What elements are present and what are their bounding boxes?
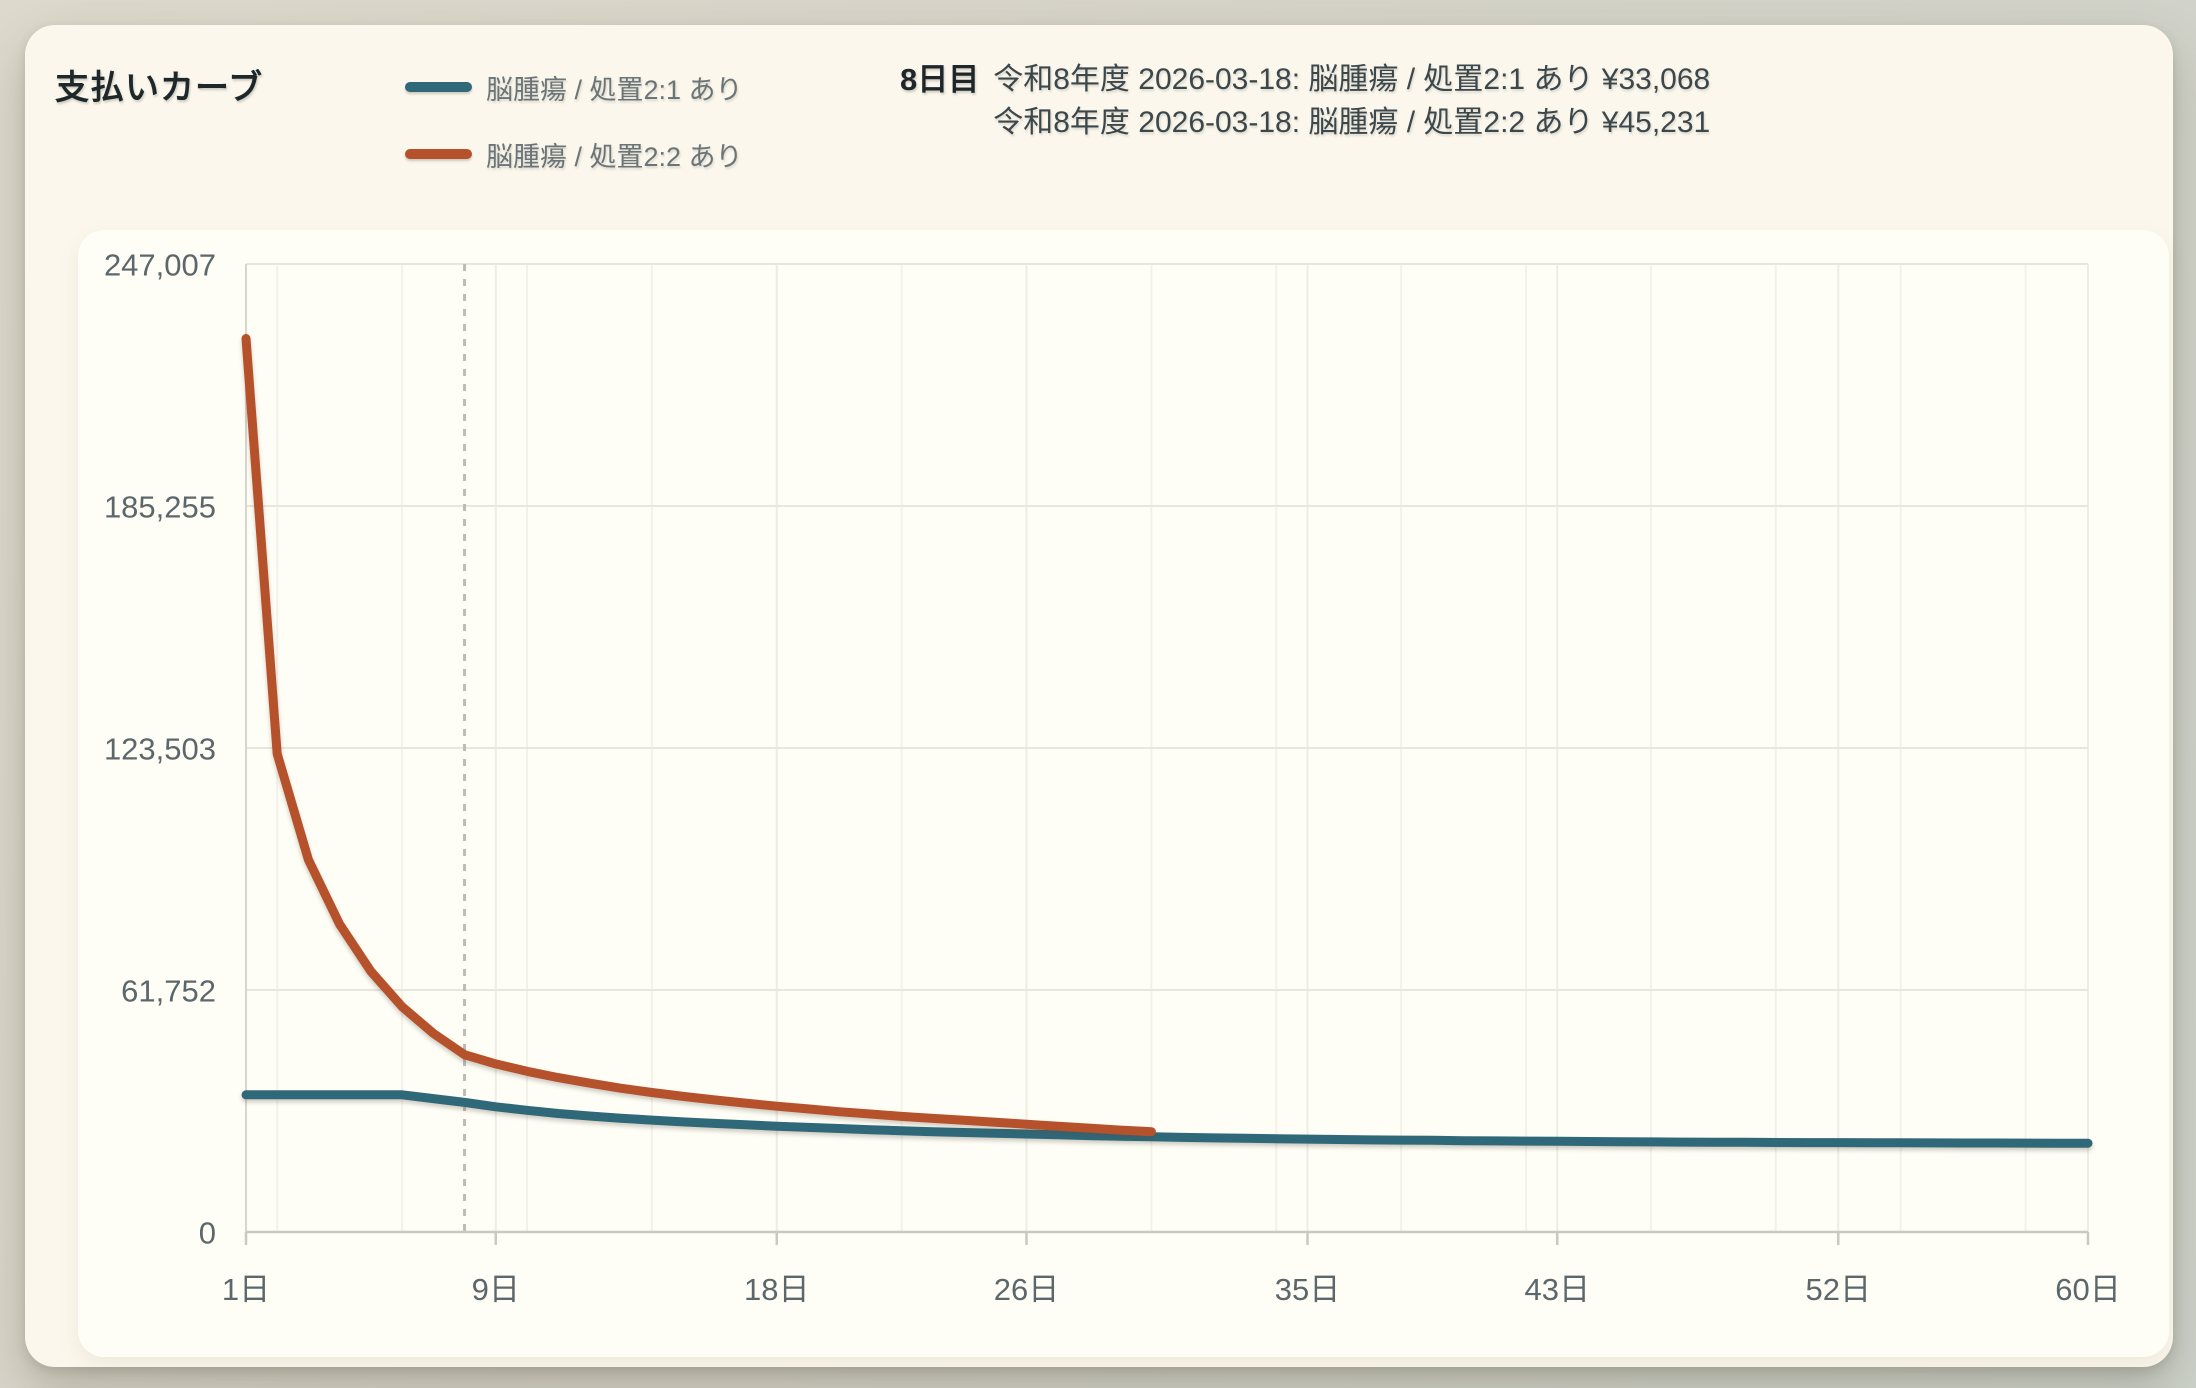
payment-curve-card (25, 25, 2173, 1367)
legend-label: 脳腫瘍 / 処置2:2 あり (486, 141, 743, 172)
y-axis-label: 247,007 (104, 248, 216, 283)
legend-item-series-1[interactable]: 脳腫瘍 / 処置2:1 あり (405, 68, 743, 106)
legend-label: 脳腫瘍 / 処置2:1 あり (486, 74, 743, 105)
tooltip-day-label: 8日目 (900, 62, 980, 97)
tooltip-line-series-1: 令和8年度 2026-03-18: 脳腫瘍 / 処置2:1 あり ¥33,068 (993, 63, 1711, 96)
x-axis-label: 35日 (1275, 1272, 1340, 1307)
y-axis-label: 123,503 (104, 732, 216, 767)
chart-legend: 脳腫瘍 / 処置2:1 あり 脳腫瘍 / 処置2:2 あり (405, 68, 743, 173)
x-axis-label: 52日 (1805, 1272, 1870, 1307)
x-axis-label: 60日 (2055, 1272, 2120, 1307)
legend-item-series-2[interactable]: 脳腫瘍 / 処置2:2 あり (405, 135, 743, 173)
series-line-1[interactable] (241, 1090, 2093, 1148)
x-axis-label: 1日 (222, 1272, 270, 1307)
y-axis-label: 0 (199, 1216, 216, 1251)
legend-swatch-teal (405, 82, 472, 92)
y-axis-label: 185,255 (104, 490, 216, 525)
x-axis-label: 26日 (994, 1272, 1059, 1307)
x-axis-label: 43日 (1525, 1272, 1590, 1307)
series-line-2[interactable] (241, 334, 1156, 1137)
x-axis-label: 18日 (744, 1272, 809, 1307)
y-axis-label: 61,752 (121, 973, 216, 1008)
hover-tooltip: 8日目 令和8年度 2026-03-18: 脳腫瘍 / 処置2:1 あり ¥33… (900, 60, 1710, 146)
page-title: 支払いカーブ (55, 69, 263, 107)
chart-panel (78, 230, 2169, 1357)
legend-swatch-orange (405, 149, 472, 159)
x-axis-label: 9日 (472, 1272, 520, 1307)
tooltip-lines: 令和8年度 2026-03-18: 脳腫瘍 / 処置2:1 あり ¥33,068… (993, 60, 1710, 146)
tooltip-line-series-2: 令和8年度 2026-03-18: 脳腫瘍 / 処置2:2 あり ¥45,231 (993, 106, 1711, 139)
